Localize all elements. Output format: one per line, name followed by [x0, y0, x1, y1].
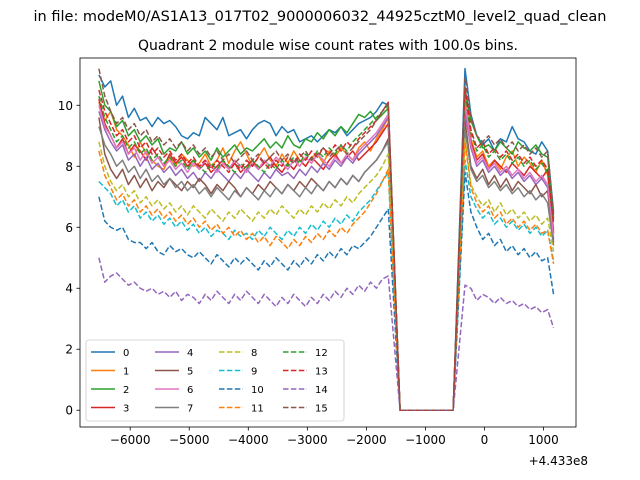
legend-label-5: 5 — [187, 367, 193, 378]
series-line-4 — [98, 110, 555, 411]
series-line-1 — [98, 98, 555, 411]
legend-label-6: 6 — [187, 385, 193, 396]
series-line-10 — [98, 171, 555, 411]
legend-label-10: 10 — [251, 385, 264, 396]
x-tick-label: −1000 — [405, 433, 446, 447]
series-line-6 — [98, 101, 555, 411]
series-line-0 — [98, 67, 555, 411]
chart-title: Quadrant 2 module wise count rates with … — [138, 38, 518, 54]
series-layer — [98, 67, 555, 411]
y-tick-label: 4 — [65, 282, 73, 296]
legend-label-9: 9 — [251, 367, 257, 378]
legend-label-15: 15 — [315, 404, 328, 415]
legend-label-3: 3 — [123, 404, 129, 415]
y-tick-label: 2 — [65, 343, 73, 357]
axes-layer: −6000 −5000 −4000 −3000 −2000 −1000 0 1000 0 2 4 6 8… — [58, 57, 577, 447]
legend-label-12: 12 — [315, 348, 328, 359]
series-line-5 — [98, 117, 555, 411]
x-tick-label: −3000 — [287, 433, 328, 447]
series-line-2 — [98, 80, 555, 411]
x-tick-label: 1000 — [528, 433, 559, 447]
figure-suptitle: in file: modeM0/AS1A13_017T02_9000006032… — [34, 9, 607, 25]
x-tick-label: −2000 — [346, 433, 387, 447]
legend-label-2: 2 — [123, 385, 129, 396]
legend-label-13: 13 — [315, 367, 328, 378]
legend-label-1: 1 — [123, 367, 129, 378]
y-tick-label: 0 — [65, 404, 73, 418]
legend-label-14: 14 — [315, 385, 328, 396]
x-offset-label: +4.433e8 — [529, 454, 588, 468]
series-line-9 — [98, 159, 555, 411]
y-tick-label: 6 — [65, 221, 73, 235]
x-tick-label: 0 — [481, 433, 489, 447]
series-line-15 — [98, 68, 555, 411]
y-tick-label: 10 — [58, 99, 73, 113]
legend-label-7: 7 — [187, 404, 193, 415]
x-tick-label: −4000 — [228, 433, 269, 447]
legend-label-0: 0 — [123, 348, 129, 359]
legend-label-8: 8 — [251, 348, 257, 359]
series-line-13 — [98, 86, 555, 411]
series-line-7 — [98, 126, 555, 411]
y-tick-label: 8 — [65, 160, 73, 174]
plot-area: −6000 −5000 −4000 −3000 −2000 −1000 0 1000 0 2 4 6 8… — [58, 57, 577, 447]
legend-frame — [85, 339, 345, 422]
series-line-11 — [98, 141, 555, 411]
x-tick-label: −6000 — [110, 433, 151, 447]
legend-label-11: 11 — [251, 404, 264, 415]
series-line-8 — [98, 138, 555, 411]
x-tick-label: −5000 — [169, 433, 210, 447]
legend-label-4: 4 — [187, 348, 193, 359]
axes-frame — [79, 57, 577, 428]
series-line-14 — [98, 257, 555, 411]
